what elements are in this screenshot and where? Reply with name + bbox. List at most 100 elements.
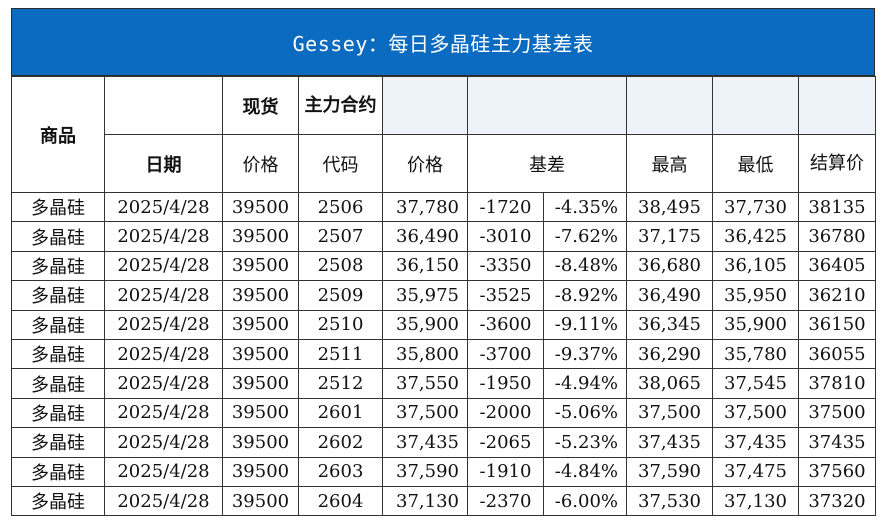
cell-basis-pct: -4.35% xyxy=(543,191,627,223)
cell-basis: -3010 xyxy=(467,221,544,252)
cell-spot-price: 39500 xyxy=(222,456,299,487)
table-row: 多晶硅 2025/4/28 39500 2507 36,490 -3010 -7.62% 37… xyxy=(11,221,876,252)
cell-high: 38,065 xyxy=(626,368,713,399)
cell-settle: 37810 xyxy=(798,368,876,399)
header-spot: 现货 xyxy=(222,76,299,135)
cell-low: 36,425 xyxy=(712,221,799,252)
cell-commodity: 多晶硅 xyxy=(11,309,105,340)
cell-date: 2025/4/28 xyxy=(104,397,223,429)
cell-settle: 38135 xyxy=(798,191,876,223)
cell-basis-pct: -4.94% xyxy=(543,368,627,399)
cell-futures-price: 37,130 xyxy=(382,485,468,517)
header-spot-price: 价格 xyxy=(222,134,299,193)
cell-contract-code: 2603 xyxy=(298,456,383,487)
cell-spot-price: 39500 xyxy=(222,485,299,517)
cell-spot-price: 39500 xyxy=(222,280,299,311)
table-row: 多晶硅 2025/4/28 39500 2512 37,550 -1950 -4.94% 38… xyxy=(11,368,876,399)
cell-futures-price: 37,500 xyxy=(382,397,468,429)
cell-basis: -2000 xyxy=(467,397,544,429)
cell-commodity: 多晶硅 xyxy=(11,250,105,282)
cell-date: 2025/4/28 xyxy=(104,456,223,487)
cell-contract-code: 2601 xyxy=(298,397,383,429)
cell-basis-pct: -6.00% xyxy=(543,485,627,517)
cell-basis: -3600 xyxy=(467,309,544,340)
cell-commodity: 多晶硅 xyxy=(11,221,105,252)
cell-low: 37,130 xyxy=(712,485,799,517)
header-blank-low-top xyxy=(712,76,799,135)
cell-high: 38,495 xyxy=(626,191,713,223)
cell-spot-price: 39500 xyxy=(222,191,299,223)
cell-spot-price: 39500 xyxy=(222,250,299,282)
cell-commodity: 多晶硅 xyxy=(11,427,105,458)
cell-commodity: 多晶硅 xyxy=(11,397,105,429)
cell-basis-pct: -8.48% xyxy=(543,250,627,282)
cell-low: 35,950 xyxy=(712,280,799,311)
cell-low: 37,435 xyxy=(712,427,799,458)
cell-futures-price: 35,975 xyxy=(382,280,468,311)
header-settle: 结算价 xyxy=(798,134,876,193)
cell-futures-price: 36,490 xyxy=(382,221,468,252)
cell-low: 37,730 xyxy=(712,191,799,223)
table-row: 多晶硅 2025/4/28 39500 2601 37,500 -2000 -5.06% 37… xyxy=(11,397,876,429)
cell-commodity: 多晶硅 xyxy=(11,191,105,223)
header-blank-high-top xyxy=(626,76,713,135)
cell-high: 37,590 xyxy=(626,456,713,487)
cell-contract-code: 2511 xyxy=(298,338,383,370)
cell-date: 2025/4/28 xyxy=(104,309,223,340)
cell-commodity: 多晶硅 xyxy=(11,456,105,487)
cell-futures-price: 37,590 xyxy=(382,456,468,487)
cell-contract-code: 2506 xyxy=(298,191,383,223)
cell-futures-price: 37,435 xyxy=(382,427,468,458)
table-row: 多晶硅 2025/4/28 39500 2509 35,975 -3525 -8.92% 36… xyxy=(11,280,876,311)
cell-contract-code: 2510 xyxy=(298,309,383,340)
basis-table: 商品 现货 主力合约 日期 价格 代码 价格 基差 最高 最低 结算价 多晶硅 2… xyxy=(11,76,876,517)
cell-basis-pct: -4.84% xyxy=(543,456,627,487)
header-basis: 基差 xyxy=(467,134,627,193)
cell-contract-code: 2604 xyxy=(298,485,383,517)
table-row: 多晶硅 2025/4/28 39500 2602 37,435 -2065 -5.23% 37… xyxy=(11,427,876,458)
header-high: 最高 xyxy=(626,134,713,193)
cell-high: 37,530 xyxy=(626,485,713,517)
cell-commodity: 多晶硅 xyxy=(11,485,105,517)
cell-basis-pct: -9.37% xyxy=(543,338,627,370)
cell-basis: -2065 xyxy=(467,427,544,458)
cell-date: 2025/4/28 xyxy=(104,427,223,458)
table-row: 多晶硅 2025/4/28 39500 2506 37,780 -1720 -4.35% 38… xyxy=(11,191,876,223)
cell-basis-pct: -7.62% xyxy=(543,221,627,252)
cell-low: 36,105 xyxy=(712,250,799,282)
cell-high: 36,290 xyxy=(626,338,713,370)
cell-settle: 36150 xyxy=(798,309,876,340)
table-row: 多晶硅 2025/4/28 39500 2510 35,900 -3600 -9.11% 36… xyxy=(11,309,876,340)
cell-settle: 36780 xyxy=(798,221,876,252)
cell-basis: -1910 xyxy=(467,456,544,487)
cell-basis: -2370 xyxy=(467,485,544,517)
cell-low: 37,545 xyxy=(712,368,799,399)
cell-date: 2025/4/28 xyxy=(104,221,223,252)
cell-futures-price: 35,800 xyxy=(382,338,468,370)
cell-high: 37,500 xyxy=(626,397,713,429)
cell-commodity: 多晶硅 xyxy=(11,338,105,370)
cell-high: 36,680 xyxy=(626,250,713,282)
table-body: 多晶硅 2025/4/28 39500 2506 37,780 -1720 -4.35% 38… xyxy=(11,191,876,517)
cell-basis-pct: -5.06% xyxy=(543,397,627,429)
header-futures-price: 价格 xyxy=(382,134,468,193)
cell-spot-price: 39500 xyxy=(222,338,299,370)
sheet-title: Gessey：每日多晶硅主力基差表 xyxy=(11,8,875,76)
table-row: 多晶硅 2025/4/28 39500 2603 37,590 -1910 -4.84% 37… xyxy=(11,456,876,487)
cell-basis-pct: -8.92% xyxy=(543,280,627,311)
cell-contract-code: 2512 xyxy=(298,368,383,399)
cell-low: 37,475 xyxy=(712,456,799,487)
cell-spot-price: 39500 xyxy=(222,397,299,429)
cell-low: 35,780 xyxy=(712,338,799,370)
basis-sheet: Gessey：每日多晶硅主力基差表 商品 现货 主力合约 日期 xyxy=(11,8,876,519)
cell-commodity: 多晶硅 xyxy=(11,280,105,311)
table-row: 多晶硅 2025/4/28 39500 2604 37,130 -2370 -6.00% 37… xyxy=(11,485,876,517)
header-blank-basis-top xyxy=(467,76,627,135)
cell-basis-pct: -5.23% xyxy=(543,427,627,458)
table-row: 多晶硅 2025/4/28 39500 2511 35,800 -3700 -9.37% 36… xyxy=(11,338,876,370)
header-date: 日期 xyxy=(104,134,223,193)
cell-basis: -1720 xyxy=(467,191,544,223)
cell-contract-code: 2509 xyxy=(298,280,383,311)
header-commodity: 商品 xyxy=(11,76,105,193)
cell-basis: -1950 xyxy=(467,368,544,399)
